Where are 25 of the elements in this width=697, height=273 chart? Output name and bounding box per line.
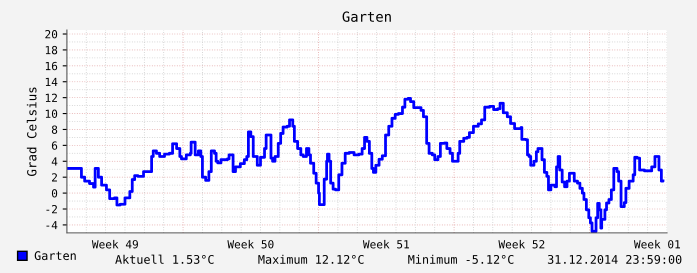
y-axis-title: Grad Celsius xyxy=(26,88,37,176)
y-tick-label: 16 xyxy=(46,62,58,70)
y-tick-label: 10 xyxy=(46,110,58,118)
y-tick-label: 0 xyxy=(52,189,58,198)
text: Minimum -5.12°C xyxy=(408,254,514,264)
chart-title: Garten xyxy=(342,11,391,22)
y-tick-label: 20 xyxy=(45,30,58,38)
text: Maximum 12.12°C xyxy=(258,254,364,264)
y-tick-label: 12 xyxy=(46,94,57,102)
legend-label: Garten xyxy=(34,251,76,260)
x-tick-label: Week 51 xyxy=(362,240,409,248)
y-tick-label: 4 xyxy=(52,157,58,166)
text: 31.12.2014 23:59:00 xyxy=(548,254,682,264)
x-tick-label: Week 52 xyxy=(498,240,544,248)
y-tick-label: -2 xyxy=(46,205,57,214)
x-tick-label: Week 49 xyxy=(92,240,138,248)
y-tick-label: 8 xyxy=(52,125,58,134)
y-tick-label: 6 xyxy=(52,141,58,150)
x-tick-label: Week 01 xyxy=(634,240,680,248)
y-tick-label: 14 xyxy=(46,78,58,86)
x-tick-label: Week 50 xyxy=(227,240,274,248)
text: Aktuell 1.53°C xyxy=(115,254,214,264)
y-tick-label: 18 xyxy=(46,46,58,54)
y-tick-label: 2 xyxy=(52,173,57,182)
y-tick-label: -4 xyxy=(46,221,58,230)
